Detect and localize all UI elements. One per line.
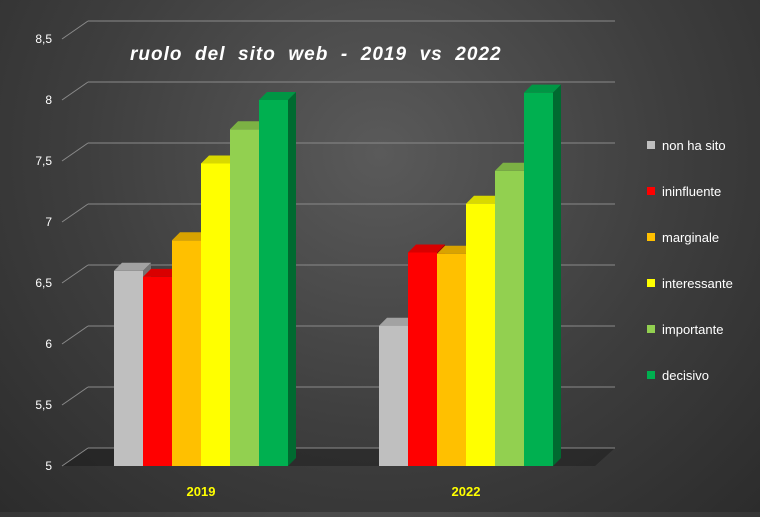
y-tick-label: 7,5 <box>35 154 52 168</box>
legend-item: interessante <box>647 260 733 306</box>
bar-top <box>524 84 561 93</box>
bar-top <box>114 262 151 271</box>
legend-item: importante <box>647 306 733 352</box>
legend-label: interessante <box>662 275 733 291</box>
legend-swatch <box>647 325 655 333</box>
bar-face <box>230 129 259 466</box>
gridline-slant <box>61 142 89 162</box>
bar-face <box>495 170 524 466</box>
bar-top <box>143 268 180 277</box>
gridline-slant <box>61 325 89 345</box>
gridline-slant <box>61 20 89 40</box>
bar-face <box>524 92 553 467</box>
bar-top <box>172 232 209 241</box>
legend-item: non ha sito <box>647 122 733 168</box>
bar-face <box>259 100 288 466</box>
legend-swatch <box>647 279 655 287</box>
y-tick-label: 5 <box>45 459 52 473</box>
bar-top <box>495 162 532 171</box>
bar-top <box>201 155 238 164</box>
legend-swatch <box>647 371 655 379</box>
bar-top <box>466 195 503 204</box>
gridline-slant <box>61 203 89 223</box>
bar-side <box>553 84 561 467</box>
bar-face <box>379 325 408 466</box>
bar-face <box>466 203 495 466</box>
legend-item: ininfluente <box>647 168 733 214</box>
x-category-label: 2022 <box>452 484 481 499</box>
bar-face <box>437 253 466 466</box>
legend-swatch <box>647 141 655 149</box>
gridline-slant <box>61 386 89 406</box>
y-tick-label: 7 <box>45 215 52 229</box>
legend-item: decisivo <box>647 352 733 398</box>
bar-face <box>201 163 230 466</box>
gridline-slant <box>61 264 89 284</box>
y-tick-label: 6 <box>45 337 52 351</box>
legend-label: decisivo <box>662 367 709 383</box>
legend-swatch <box>647 187 655 195</box>
gridline-slant <box>61 447 89 467</box>
legend-label: ininfluente <box>662 183 722 199</box>
bar-top <box>437 245 474 254</box>
bar-face <box>408 252 437 466</box>
y-tick-label: 5,5 <box>35 398 52 412</box>
bar-face <box>172 240 201 466</box>
legend-swatch <box>647 233 655 241</box>
y-tick-label: 8,5 <box>35 32 52 46</box>
bar-face <box>143 276 172 466</box>
legend-label: importante <box>662 321 724 337</box>
bar-top <box>259 92 296 100</box>
bar-top <box>230 121 267 130</box>
bar-face <box>114 270 143 466</box>
legend-label: non ha sito <box>662 137 726 153</box>
y-tick-label: 8 <box>45 93 52 107</box>
y-tick-label: 6,5 <box>35 276 52 290</box>
legend-label: marginale <box>662 229 720 245</box>
gridline-slant <box>61 81 89 101</box>
legend: non ha sito ininfluente marginale interessa… <box>647 122 733 398</box>
bar-top <box>379 317 416 326</box>
chart-title: ruolo del sito web - 2019 vs 2022 <box>130 44 502 65</box>
bar <box>524 84 561 467</box>
x-category-label: 2019 <box>187 484 216 499</box>
bar-top <box>408 244 445 253</box>
bar-side <box>288 92 296 466</box>
bar <box>259 92 296 466</box>
legend-item: marginale <box>647 214 733 260</box>
